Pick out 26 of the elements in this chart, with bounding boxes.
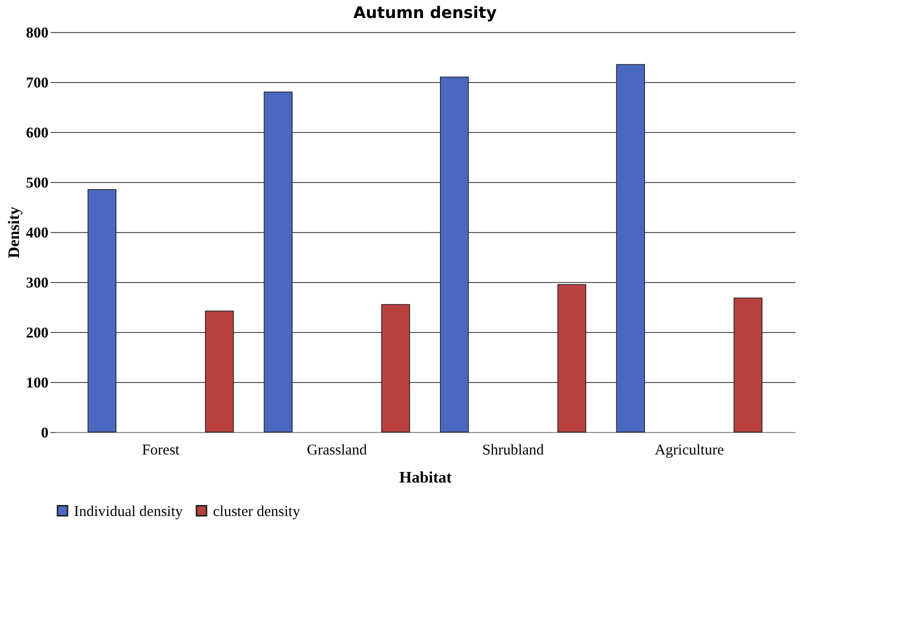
bar — [381, 304, 410, 432]
bar — [734, 298, 762, 432]
y-tick-label: 300 — [26, 276, 48, 292]
y-tick-label: 100 — [26, 376, 48, 392]
y-tick-label: 600 — [26, 126, 48, 142]
bar — [88, 189, 116, 432]
legend-label: cluster density — [213, 504, 301, 520]
x-tick-label: Grassland — [306, 442, 368, 458]
bar — [264, 92, 293, 432]
x-tick-label: Agriculture — [654, 442, 724, 458]
bar — [616, 64, 645, 432]
y-tick-label: 700 — [26, 76, 48, 92]
y-axis-title: Density — [6, 206, 23, 258]
y-tick-label: 800 — [26, 26, 48, 42]
bar — [440, 76, 469, 432]
y-tick-label: 500 — [26, 176, 48, 192]
x-tick-label: Forest — [142, 442, 180, 458]
y-tick-label: 0 — [41, 426, 48, 442]
bar — [557, 284, 586, 432]
legend-label: Individual density — [74, 504, 184, 520]
y-tick-label: 200 — [26, 326, 48, 342]
bar — [205, 310, 234, 432]
x-tick-label: Shrubland — [482, 442, 544, 458]
x-axis-title: Habitat — [399, 470, 452, 486]
y-tick-label: 400 — [26, 226, 48, 242]
chart-title: Autumn density — [353, 3, 498, 22]
